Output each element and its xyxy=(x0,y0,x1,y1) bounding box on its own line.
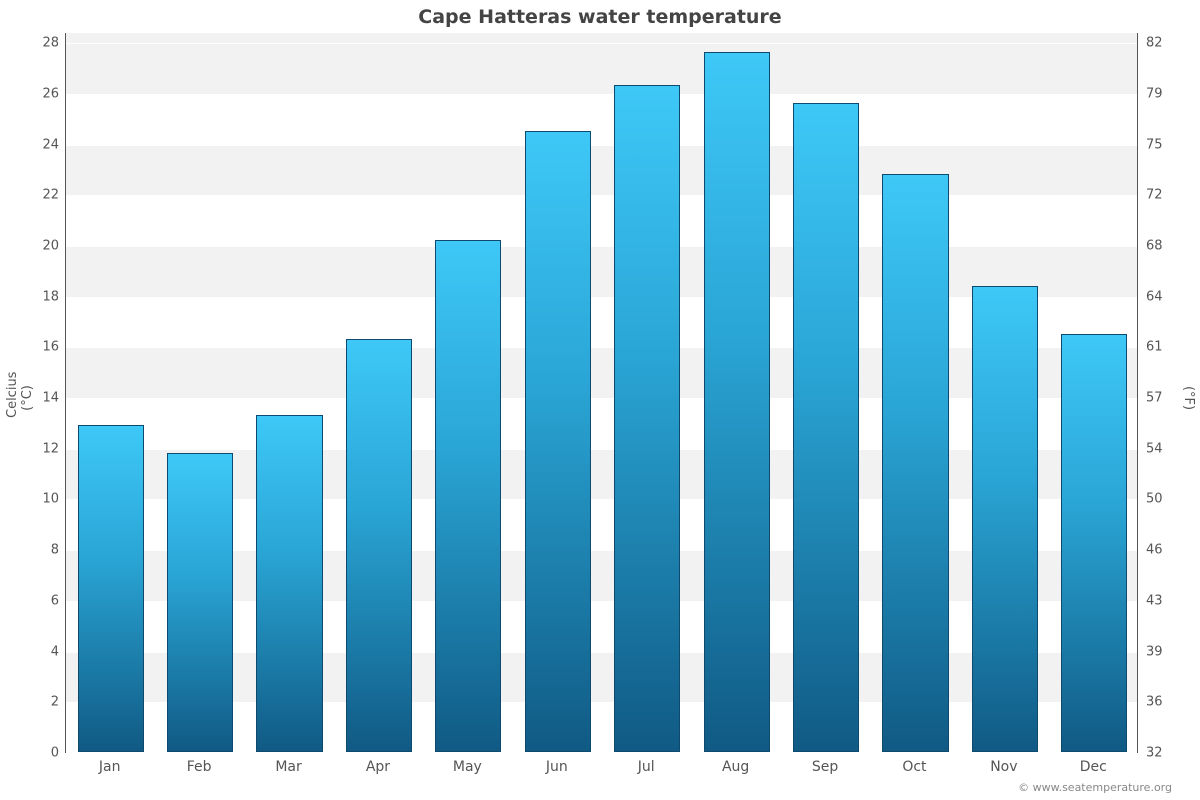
xtick-label: Mar xyxy=(275,759,301,775)
ytick-left: 10 xyxy=(42,492,59,507)
ytick-left: 24 xyxy=(42,137,59,152)
bar-oct xyxy=(882,174,948,752)
xtick-label: Nov xyxy=(990,759,1017,775)
plot-area xyxy=(65,33,1138,753)
ytick-right: 72 xyxy=(1146,188,1163,203)
bar-may xyxy=(435,240,501,752)
ytick-right: 54 xyxy=(1146,441,1163,456)
ytick-left: 8 xyxy=(51,543,59,558)
gridline xyxy=(66,145,1137,146)
ytick-right: 75 xyxy=(1146,137,1163,152)
bar-feb xyxy=(167,453,233,752)
gridline xyxy=(66,94,1137,95)
ytick-right: 82 xyxy=(1146,36,1163,51)
xtick-label: Oct xyxy=(902,759,926,775)
ytick-left: 6 xyxy=(51,593,59,608)
xtick-label: Aug xyxy=(722,759,749,775)
gridline xyxy=(66,43,1137,44)
ytick-left: 12 xyxy=(42,441,59,456)
bar-jun xyxy=(525,131,591,752)
ytick-left: 26 xyxy=(42,86,59,101)
ytick-right: 36 xyxy=(1146,695,1163,710)
grid-band xyxy=(66,43,1137,94)
grid-band xyxy=(66,145,1137,196)
ytick-right: 43 xyxy=(1146,593,1163,608)
ytick-left: 20 xyxy=(42,238,59,253)
xtick-label: Feb xyxy=(187,759,212,775)
ytick-right: 61 xyxy=(1146,340,1163,355)
ytick-right: 64 xyxy=(1146,289,1163,304)
xtick-label: Sep xyxy=(812,759,838,775)
gridline xyxy=(66,753,1137,754)
bar-jan xyxy=(78,425,144,752)
ytick-right: 32 xyxy=(1146,746,1163,761)
ytick-right: 50 xyxy=(1146,492,1163,507)
grid-band xyxy=(66,94,1137,145)
chart-title: Cape Hatteras water temperature xyxy=(0,6,1200,28)
ytick-left: 4 xyxy=(51,644,59,659)
y-axis-left-label: Celcius (°C) xyxy=(5,378,35,418)
ytick-left: 18 xyxy=(42,289,59,304)
xtick-label: May xyxy=(453,759,482,775)
y-axis-right-label: Fahrenheit (°F) xyxy=(1181,378,1200,418)
xtick-label: Dec xyxy=(1080,759,1107,775)
ytick-left: 14 xyxy=(42,391,59,406)
bar-jul xyxy=(614,85,680,752)
ytick-right: 68 xyxy=(1146,238,1163,253)
ytick-left: 16 xyxy=(42,340,59,355)
bar-nov xyxy=(972,286,1038,752)
bar-sep xyxy=(793,103,859,752)
ytick-right: 39 xyxy=(1146,644,1163,659)
xtick-label: Apr xyxy=(366,759,390,775)
gridline xyxy=(66,246,1137,247)
ytick-right: 57 xyxy=(1146,391,1163,406)
gridline xyxy=(66,195,1137,196)
xtick-label: Jul xyxy=(638,759,655,775)
xtick-label: Jun xyxy=(546,759,568,775)
ytick-left: 0 xyxy=(51,746,59,761)
ytick-right: 79 xyxy=(1146,86,1163,101)
attribution-text: © www.seatemperature.org xyxy=(1018,781,1172,794)
ytick-left: 22 xyxy=(42,188,59,203)
water-temperature-chart: Cape Hatteras water temperature Celcius … xyxy=(0,0,1200,800)
xtick-label: Jan xyxy=(99,759,121,775)
bar-dec xyxy=(1061,334,1127,752)
ytick-left: 28 xyxy=(42,36,59,51)
grid-band xyxy=(66,33,1137,43)
grid-band xyxy=(66,195,1137,246)
bar-aug xyxy=(704,52,770,752)
ytick-right: 46 xyxy=(1146,543,1163,558)
ytick-left: 2 xyxy=(51,695,59,710)
bar-apr xyxy=(346,339,412,752)
bar-mar xyxy=(256,415,322,752)
